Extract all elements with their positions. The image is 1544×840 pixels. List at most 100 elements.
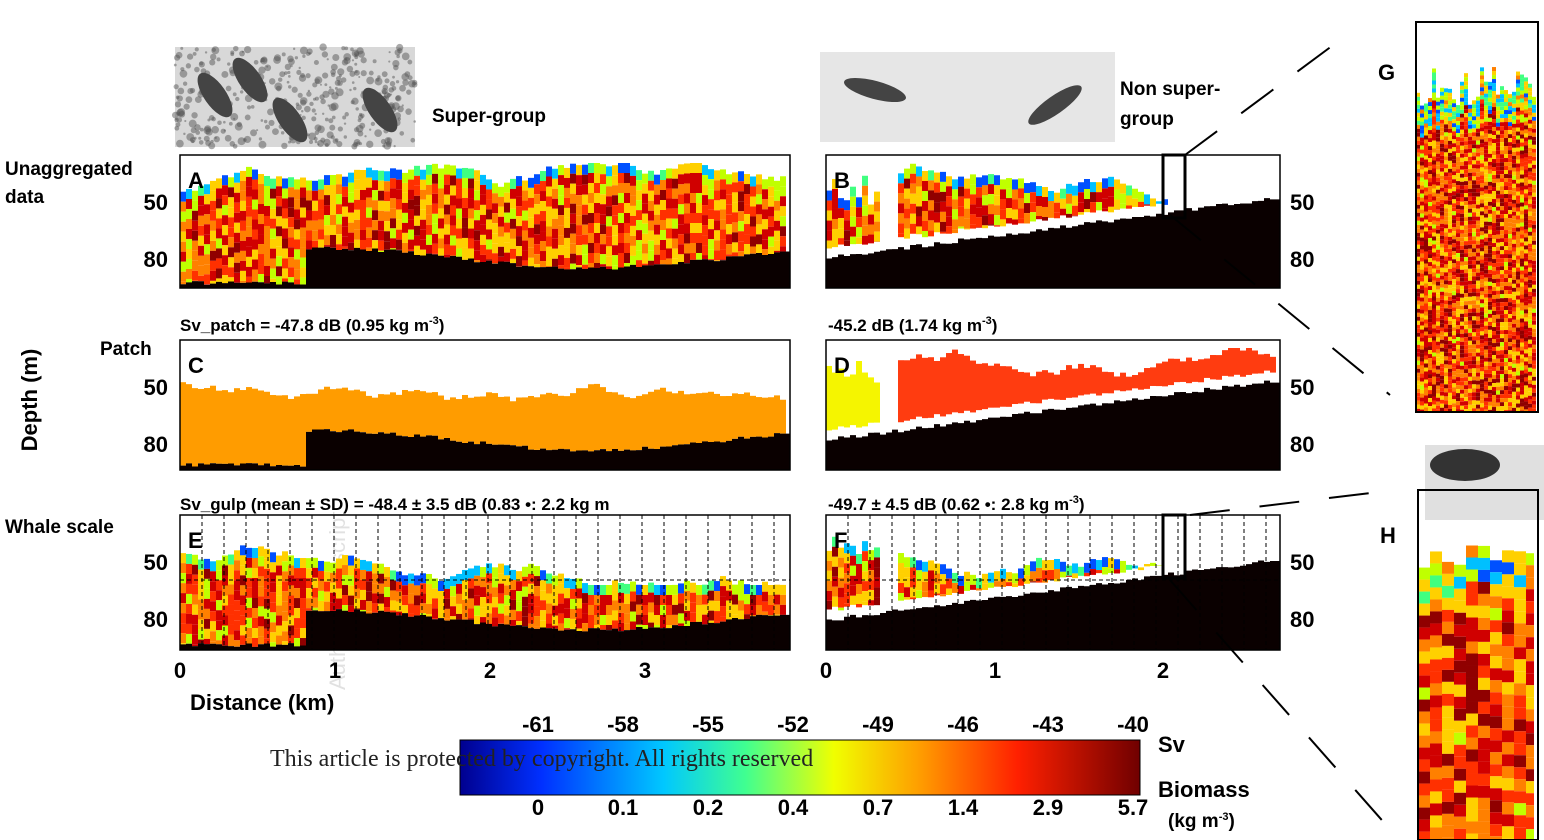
echo-cell [282, 268, 288, 278]
zoom-cell [1500, 202, 1504, 206]
photo-texture [352, 59, 354, 61]
zoom-cell [1444, 284, 1448, 288]
zoom-cell [1464, 237, 1468, 241]
echo-cell [450, 616, 456, 619]
zoom-cell [1492, 119, 1496, 123]
zoom-cell [1472, 192, 1476, 196]
echo-cell [330, 225, 336, 235]
zoom-cell [1468, 277, 1472, 281]
zoom-cell [1460, 310, 1464, 314]
echo-cell [1138, 192, 1144, 202]
echo-cell [192, 555, 198, 565]
echo-cell [210, 251, 216, 261]
photo-texture [177, 117, 182, 122]
echo-cell [426, 245, 432, 254]
zoom-cell [1432, 204, 1436, 208]
echo-cell [946, 176, 952, 186]
zoom-cell [1444, 128, 1448, 132]
zoom-cell [1524, 129, 1528, 133]
patch-cell [558, 396, 564, 449]
zoom-cell [1476, 121, 1480, 125]
zoom-cell [1436, 186, 1440, 190]
zoom-cell [1440, 184, 1444, 188]
echo-cell [276, 586, 282, 596]
zoom-cell [1448, 281, 1452, 285]
zoom-cell [1464, 233, 1468, 237]
zoom-cell [1468, 129, 1472, 133]
zoom-cell [1452, 167, 1456, 171]
echo-cell [312, 191, 318, 201]
zoom-cell [1524, 273, 1528, 277]
zoom-cell [1468, 385, 1472, 389]
echo-cell [576, 235, 582, 245]
echo-cell [618, 253, 624, 263]
zoom-cell [1516, 288, 1520, 292]
zoom-cell [1504, 178, 1508, 182]
zoom-cell [1516, 184, 1520, 188]
zoom-cell [1516, 152, 1520, 156]
echo-cell [910, 577, 916, 587]
zoom-cell [1524, 241, 1528, 245]
zoom-cell [1472, 188, 1476, 192]
zoom-cell [1516, 144, 1520, 148]
echo-cell [1138, 567, 1144, 570]
patch-cell [606, 392, 612, 451]
echo-cell [438, 218, 444, 228]
zoom-cell [1520, 167, 1524, 171]
zoom-cell [1520, 347, 1524, 351]
echo-cell [222, 566, 228, 576]
echo-cell [468, 179, 474, 189]
zoom-cell [1504, 130, 1508, 134]
echo-cell [558, 185, 564, 195]
zoom-cell [1432, 228, 1436, 232]
echo-cell [300, 248, 306, 258]
echo-cell [210, 591, 216, 601]
zoom-cell [1444, 136, 1448, 140]
photo-texture [360, 114, 364, 118]
zoom-cell [1508, 362, 1512, 366]
patch-cell [396, 395, 402, 436]
echo-cell [768, 237, 774, 247]
echo-cell [210, 281, 216, 284]
zoom-cell [1432, 96, 1436, 100]
zoom-cell [1504, 270, 1508, 274]
echo-cell [510, 580, 516, 590]
zoom-cell [1480, 143, 1484, 147]
echo-cell [204, 234, 210, 244]
photo-texture [404, 71, 410, 77]
zoom-cell [1520, 375, 1524, 379]
zoom-cell [1492, 271, 1496, 275]
zoom-cell [1460, 194, 1464, 198]
patch-cell [384, 394, 390, 433]
zoom-cell [1432, 380, 1436, 384]
echo-cell [606, 605, 612, 615]
zoom-cell [1476, 389, 1480, 393]
zoom-cell [1420, 326, 1424, 330]
echo-cell [216, 258, 222, 268]
zoom-cell [1428, 390, 1432, 394]
zoom-cell [1436, 250, 1440, 254]
zoom-cell [1436, 130, 1440, 134]
zoom-cell [1488, 390, 1492, 394]
echo-cell [294, 568, 300, 578]
echo-cell [294, 628, 300, 638]
echo-cell [276, 276, 282, 284]
zoom-cell [1476, 237, 1480, 241]
patch-cell [1018, 372, 1024, 404]
patch-cell [216, 391, 222, 464]
zoom-cell [1492, 379, 1496, 383]
zoom-cell [1436, 354, 1440, 358]
echo-cell [516, 236, 522, 246]
echo-cell [180, 232, 186, 242]
echo-cell [934, 564, 940, 574]
echo-cell [354, 230, 360, 240]
echo-cell [210, 271, 216, 281]
zoom-cell [1428, 370, 1432, 374]
photo-texture [373, 59, 377, 63]
zoom-cell [1472, 320, 1476, 324]
echo-cell [408, 574, 414, 584]
zoom-cell [1504, 374, 1508, 378]
zoom-cell [1428, 394, 1432, 398]
zoom-cell [1480, 115, 1484, 119]
patch-cell [780, 400, 786, 434]
